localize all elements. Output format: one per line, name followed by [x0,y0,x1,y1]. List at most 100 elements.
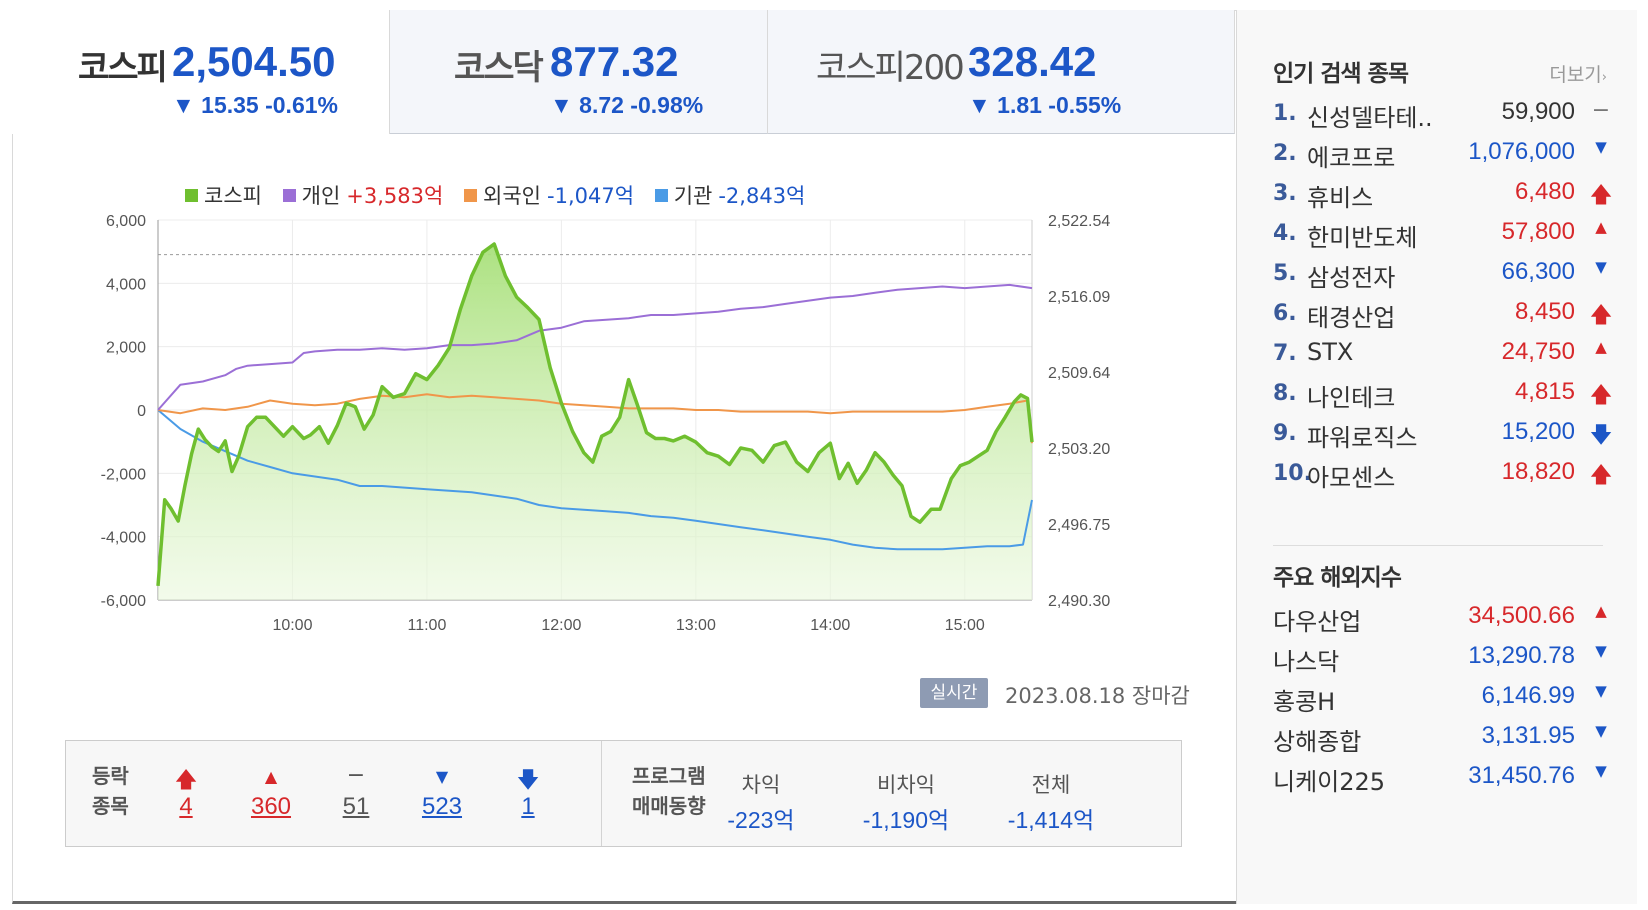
overseas-index-name: 상해종합 [1273,728,1362,756]
x-tick-label: 14:00 [810,617,850,634]
legend-swatch [185,188,198,202]
program-total-label: 전체 [1031,773,1071,797]
change-direction-icon: 🡅 [1589,383,1613,408]
change-direction-icon: ▼ [1595,138,1607,156]
series-area-코스피 [158,244,1032,600]
legend-label: 기관 [673,184,713,208]
limit-down-icon: 🡇 [516,768,540,793]
change-direction-icon: ▲ [1595,338,1607,356]
updown-label: 등락 종목 [92,761,129,821]
overseas-index-item[interactable]: 니케이225 31,450.76 ▼ [1273,762,1613,802]
legend-swatch [654,188,668,202]
unchanged-count[interactable]: 51 [342,793,370,820]
overseas-index-item[interactable]: 나스닥 13,290.78 ▼ [1273,642,1613,682]
y-right-tick-label: 2,503.20 [1048,441,1110,458]
series-line-개인 [157,283,1033,411]
popular-stock-price: 6,480 [1514,178,1575,205]
popular-stock-price: 59,900 [1501,98,1575,125]
popular-stock-price: 18,820 [1501,458,1575,485]
panel-divider [1273,545,1603,546]
stats-divider [601,741,602,846]
tab-value: 328.42 [968,38,1097,85]
non-arbitrage-value: -1,190억 [862,807,950,833]
limit-up-icon: 🡅 [174,768,198,793]
popular-rank: 4. [1273,221,1297,246]
popular-item[interactable]: 7. STX 24,750 ▲ [1273,338,1613,378]
program-label-line1: 프로그램 [632,764,706,788]
popular-stock-name: 아모센스 [1307,464,1396,492]
legend-swatch [282,188,296,202]
overseas-index-value: 31,450.76 [1468,762,1575,789]
popular-item[interactable]: 8. 나인테크 4,815 🡅 [1273,378,1613,418]
more-label: 더보기 [1549,64,1602,86]
popular-item[interactable]: 1. 신성델타테.. 59,900− [1273,98,1613,138]
tab-value: 2,504.50 [172,38,336,85]
down-count[interactable]: 523 [421,793,463,820]
realtime-badge[interactable]: 실시간 [920,678,988,708]
popular-stock-name: 휴비스 [1307,184,1374,212]
overseas-index-name: 니케이225 [1273,768,1386,796]
tab-change: ▼ 15.35 -0.61% [172,92,338,118]
non-arbitrage-label: 비차익 [877,773,935,797]
arbitrage-value: -223억 [727,807,795,833]
change-direction-icon: 🡅 [1589,183,1613,208]
tab-kospi200[interactable]: 코스피200 328.42 ▼ 1.81 -0.55% [768,10,1235,134]
series-line-코스피 [156,242,1034,587]
tab-kospi[interactable]: 코스피 2,504.50 ▼ 15.35 -0.61% [12,10,390,134]
y-left-tick-label: -4,000 [101,530,146,547]
popular-item[interactable]: 5. 삼성전자 66,300 ▼ [1273,258,1613,298]
market-close-date: 2023.08.18 장마감 [1005,684,1190,708]
change-direction-icon: ▼ [1595,762,1607,780]
series-line-기관 [157,409,1033,551]
popular-rank: 5. [1273,261,1297,286]
y-left-tick-label: 0 [137,403,146,420]
overseas-index-item[interactable]: 다우산업 34,500.66 ▲ [1273,602,1613,642]
change-direction-icon: 🡅 [1589,463,1613,488]
popular-item[interactable]: 4. 한미반도체 57,800 ▲ [1273,218,1613,258]
more-link[interactable]: 더보기› [1549,60,1607,87]
legend-amount: -2,843억 [718,184,806,208]
popular-item[interactable]: 10. 아모센스 18,820 🡅 [1273,458,1613,498]
legend-swatch [464,188,478,202]
popular-stock-price: 1,076,000 [1468,138,1575,165]
program-label-line2: 매매동향 [632,794,706,818]
tab-name: 코스피 [78,48,168,88]
tab-change: ▼ 1.81 -0.55% [968,92,1122,118]
legend-individual: 개인 +3,583억 [282,180,443,210]
popular-rank: 8. [1273,381,1297,406]
y-right-tick-label: 2,490.30 [1048,593,1110,610]
tab-change: ▼ 8.72 -0.98% [550,92,704,118]
popular-item[interactable]: 9. 파워로직스 15,200 🡇 [1273,418,1613,458]
x-tick-label: 12:00 [541,617,581,634]
limit-up-count[interactable]: 4 [179,793,193,820]
popular-stock-name: 한미반도체 [1307,224,1418,252]
series-line-외국인 [157,393,1033,444]
popular-stock-name: 에코프로 [1307,144,1396,172]
x-tick-label: 13:00 [676,617,716,634]
overseas-index-name: 나스닥 [1273,648,1340,676]
updown-label-line2: 종목 [92,794,129,818]
up-count[interactable]: 360 [250,793,292,820]
popular-rank: 7. [1273,341,1297,366]
popular-rank: 6. [1273,301,1297,326]
up-icon: ▲ [264,767,278,786]
overseas-index-item[interactable]: 상해종합 3,131.95 ▼ [1273,722,1613,762]
change-direction-icon: 🡅 [1589,303,1613,328]
popular-item[interactable]: 6. 태경산업 8,450 🡅 [1273,298,1613,338]
legend-kospi: 코스피 [185,180,262,210]
overseas-index-item[interactable]: 홍콩H 6,146.99 ▼ [1273,682,1613,722]
popular-title: 인기 검색 종목 [1273,61,1409,87]
change-direction-icon: ▼ [1595,258,1607,276]
popular-rank: 3. [1273,181,1297,206]
overseas-index-value: 6,146.99 [1481,682,1575,709]
popular-stock-name: 신성델타테.. [1307,104,1433,132]
popular-item[interactable]: 3. 휴비스 6,480 🡅 [1273,178,1613,218]
market-stats-panel: 등락 종목 🡅 4 ▲ 360 − 51 ▼ 523 🡇 1 프로그램 매매동향… [65,740,1182,847]
change-direction-icon: ▲ [1595,218,1607,236]
popular-item[interactable]: 2. 에코프로 1,076,000 ▼ [1273,138,1613,178]
change-direction-icon: 🡇 [1589,423,1613,448]
tab-name: 코스닥 [454,48,544,88]
legend-foreign: 외국인 -1,047억 [464,180,634,210]
tab-kosdaq[interactable]: 코스닥 877.32 ▼ 8.72 -0.98% [390,10,768,134]
limit-down-count[interactable]: 1 [521,793,535,820]
